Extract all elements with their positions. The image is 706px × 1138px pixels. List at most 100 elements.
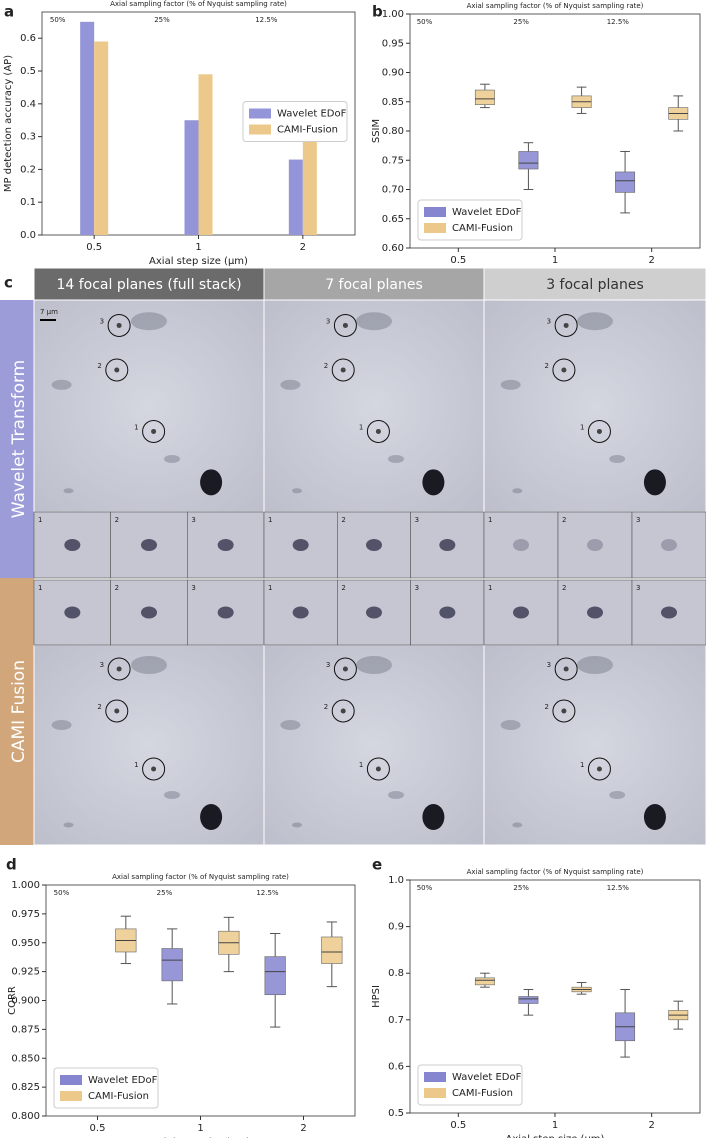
- marker-circle: [366, 757, 390, 781]
- row-header: Wavelet Transform: [9, 360, 29, 518]
- debris: [609, 791, 626, 799]
- column-header: 7 focal planes: [325, 277, 423, 293]
- particle: [561, 708, 567, 714]
- top-label: 50%: [50, 16, 66, 24]
- top-label: 50%: [417, 18, 433, 26]
- y-tick-label: 0.8: [388, 968, 404, 979]
- panel-label: e: [372, 856, 382, 874]
- y-tick-label: 0.80: [382, 126, 404, 137]
- debris: [388, 791, 404, 799]
- zoom-label: 3: [415, 584, 419, 592]
- column-header-bg: [33, 267, 265, 301]
- particle-label: 2: [97, 362, 101, 370]
- zoom-particle: [513, 539, 529, 551]
- box: [474, 977, 495, 986]
- y-tick-label: 0.75: [382, 155, 404, 166]
- particle-label: 2: [544, 703, 548, 711]
- bar: [94, 41, 109, 235]
- zoom-label: 1: [488, 584, 492, 592]
- particle-label: 2: [544, 362, 548, 370]
- legend-swatch: [424, 207, 446, 217]
- particle-label: 3: [326, 661, 330, 669]
- y-tick-label: 0.800: [11, 1111, 40, 1122]
- marker-circle: [587, 757, 611, 781]
- particle-label: 1: [580, 761, 584, 769]
- particle: [116, 666, 122, 672]
- particle: [342, 322, 348, 328]
- zoom-particle: [439, 539, 456, 551]
- debris: [51, 720, 72, 730]
- debris: [512, 822, 523, 828]
- dark-particle: [643, 469, 666, 496]
- marker-circle: [331, 358, 355, 382]
- x-tick-label: 2: [648, 255, 654, 266]
- y-tick-label: 0.9: [388, 922, 404, 933]
- x-axis-label: Axial step size (μm): [149, 256, 248, 267]
- debris: [63, 488, 74, 494]
- y-tick-label: 0.85: [382, 97, 404, 108]
- particle: [340, 708, 346, 714]
- zoom-particle: [141, 606, 157, 619]
- y-tick-label: 0.0: [20, 230, 36, 241]
- marker-circle: [142, 419, 166, 443]
- y-tick-label: 0.60: [382, 243, 404, 254]
- debris: [388, 455, 404, 463]
- zoom-label: 1: [38, 584, 42, 592]
- y-axis-label: MP detection accuracy (AP): [3, 55, 14, 192]
- dark-particle: [200, 804, 223, 830]
- particle-label: 2: [324, 703, 328, 711]
- y-tick-label: 0.95: [382, 38, 404, 49]
- particle-label: 3: [547, 317, 551, 325]
- x-tick-label: 0.5: [450, 255, 466, 266]
- y-tick-label: 0.850: [11, 1053, 40, 1064]
- micrograph: [483, 644, 706, 846]
- marker-circle: [142, 757, 166, 781]
- debris: [131, 656, 167, 674]
- x-axis-label: Axial step size (μm): [506, 1134, 605, 1138]
- box: [615, 171, 636, 193]
- column-header: 14 focal planes (full stack): [56, 277, 241, 293]
- y-tick-label: 0.5: [20, 66, 36, 77]
- top-label: 12.5%: [255, 16, 278, 24]
- legend-box: [242, 101, 348, 142]
- zoom-particle: [366, 539, 382, 551]
- particle-label: 3: [326, 317, 330, 325]
- zoom-tile: [187, 579, 265, 646]
- zoom-particle: [439, 606, 456, 619]
- zoom-label: 2: [562, 584, 566, 592]
- y-tick-label: 0.950: [11, 938, 40, 949]
- particle-label: 3: [100, 661, 104, 669]
- zoom-particle: [661, 606, 677, 619]
- top-label: 12.5%: [256, 889, 279, 897]
- marker-circle: [552, 358, 576, 382]
- zoom-particle: [587, 606, 603, 619]
- particle-label: 3: [100, 317, 104, 325]
- marker-circle: [107, 313, 131, 337]
- particle-label: 2: [324, 362, 328, 370]
- zoom-label: 2: [341, 584, 345, 592]
- zoom-label: 1: [268, 516, 272, 524]
- debris: [577, 656, 613, 674]
- y-tick-label: 0.975: [11, 909, 40, 920]
- dark-particle: [643, 804, 666, 830]
- debris: [356, 656, 392, 674]
- particle-label: 1: [134, 761, 138, 769]
- zoom-label: 2: [562, 516, 566, 524]
- marker-circle: [331, 699, 355, 723]
- top-label: 25%: [513, 18, 529, 26]
- particle: [563, 666, 569, 672]
- legend-box: [417, 1064, 523, 1106]
- micrograph: [263, 644, 485, 846]
- box: [474, 89, 495, 105]
- zoom-particle: [64, 606, 81, 619]
- marker-circle: [105, 358, 129, 382]
- box: [518, 996, 539, 1004]
- panel-label: b: [372, 3, 383, 21]
- marker-circle: [105, 699, 129, 723]
- debris: [500, 379, 521, 390]
- zoom-label: 3: [191, 516, 195, 524]
- top-annotation: Axial sampling factor (% of Nyquist samp…: [467, 2, 644, 10]
- debris: [609, 455, 626, 463]
